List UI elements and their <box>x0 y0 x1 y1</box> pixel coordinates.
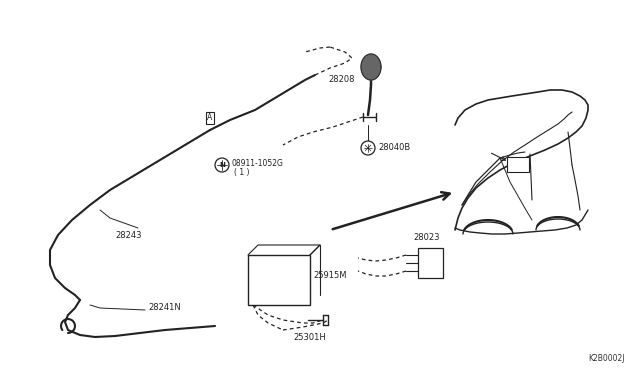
Text: 28243: 28243 <box>115 231 141 241</box>
Text: 28241N: 28241N <box>148 304 180 312</box>
Text: 28208: 28208 <box>328 76 355 84</box>
Circle shape <box>215 158 229 172</box>
Polygon shape <box>361 54 381 80</box>
Text: 28023: 28023 <box>413 234 440 243</box>
Bar <box>248 255 310 305</box>
Text: A: A <box>207 113 212 122</box>
Text: ( 1 ): ( 1 ) <box>234 169 250 177</box>
Circle shape <box>361 141 375 155</box>
Text: 08911-1052G: 08911-1052G <box>231 160 283 169</box>
Bar <box>418 248 443 278</box>
Text: 28040B: 28040B <box>378 144 410 153</box>
Text: N: N <box>219 162 225 168</box>
Bar <box>507 157 529 172</box>
Text: 25915M: 25915M <box>313 270 346 279</box>
Text: K2B0002J: K2B0002J <box>589 354 625 363</box>
Text: 25301H: 25301H <box>293 333 326 341</box>
